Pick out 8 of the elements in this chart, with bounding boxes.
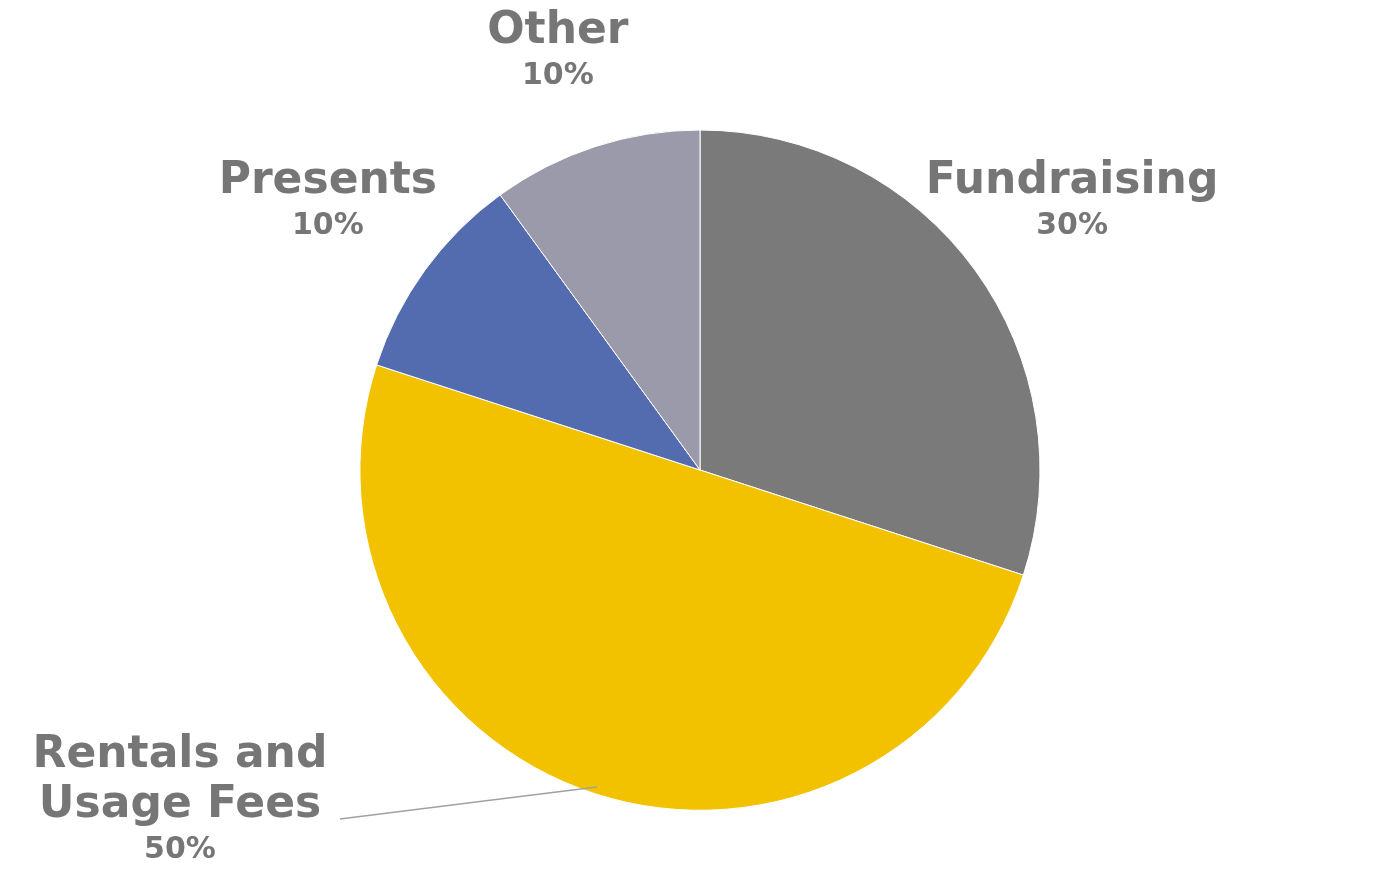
data-label: 30% xyxy=(1036,205,1109,241)
data-label: 50% xyxy=(144,830,216,865)
slice-label: Rentals and Usage Fees xyxy=(32,726,328,827)
slice-label: Presents xyxy=(218,151,438,203)
slice-label: Other xyxy=(487,2,629,53)
data-label: 10% xyxy=(291,205,364,241)
data-label: 10% xyxy=(521,56,594,91)
slice-label: Fundraising xyxy=(925,151,1219,203)
